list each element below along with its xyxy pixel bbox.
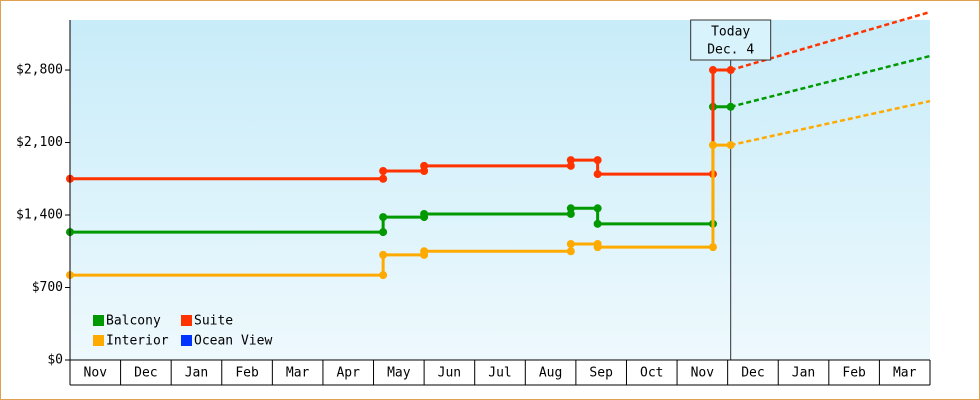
x-tick-label: Feb (235, 366, 259, 381)
forecast-line (730, 54, 931, 108)
legend-swatch (93, 335, 104, 346)
point (726, 66, 735, 75)
x-tick-label: Jul (488, 366, 511, 381)
x-tick-label: Oct (640, 366, 663, 381)
point (593, 219, 602, 228)
forecast-line (730, 99, 931, 147)
x-tick-label: Nov (691, 366, 715, 381)
point (379, 250, 388, 259)
x-tick-label: Nov (84, 366, 108, 381)
point (566, 240, 575, 249)
x-tick-label: Jun (438, 366, 461, 381)
y-tick-label: $700 (32, 280, 63, 295)
point (566, 247, 575, 256)
x-tick-label: May (387, 366, 411, 381)
point (726, 102, 735, 111)
y-tick-label: $2,800 (16, 63, 63, 78)
point (593, 156, 602, 165)
x-tick-label: Apr (336, 366, 360, 381)
point (379, 213, 388, 222)
series-layer (66, 10, 931, 280)
point (566, 209, 575, 218)
legend: Balcony Suite Interior Ocean View (93, 314, 272, 349)
point (420, 247, 429, 256)
y-tick-label: $0 (47, 353, 63, 368)
x-tick-label: Dec (134, 366, 157, 381)
point (708, 243, 717, 252)
x-tick-label: Jan (792, 366, 815, 381)
point (726, 141, 735, 150)
point (379, 228, 388, 237)
legend-swatch (93, 315, 104, 326)
today-label: Today (711, 25, 750, 40)
legend-label: Balcony (106, 314, 161, 329)
x-tick-label: Feb (842, 366, 866, 381)
point (420, 161, 429, 170)
today-label: Dec. 4 (707, 43, 754, 58)
x-tick-label: Aug (539, 366, 562, 381)
point (379, 271, 388, 280)
point (593, 170, 602, 179)
x-tick-label: Mar (893, 366, 917, 381)
x-tick-label: Jan (185, 366, 208, 381)
x-tick-label: Mar (286, 366, 310, 381)
today-box (690, 19, 772, 61)
point (566, 156, 575, 165)
legend-label: Ocean View (194, 334, 272, 349)
point (708, 141, 717, 150)
y-tick-label: $2,100 (16, 135, 63, 150)
point (566, 161, 575, 170)
point (593, 243, 602, 252)
x-tick-label: Sep (589, 366, 613, 381)
axes: $0 $700 $1,400 $2,100 $2,800 Nov Dec Jan Feb Mar A… (16, 19, 931, 386)
point (566, 204, 575, 213)
legend-label: Interior (106, 334, 169, 349)
point (593, 204, 602, 213)
x-tick-label: Dec (741, 366, 764, 381)
y-tick-label: $1,400 (16, 208, 63, 223)
point (379, 166, 388, 175)
plot-background (70, 20, 930, 360)
point (708, 66, 717, 75)
point (379, 174, 388, 183)
point (420, 209, 429, 218)
legend-label: Suite (194, 314, 233, 329)
legend-swatch (181, 315, 192, 326)
legend-swatch (181, 335, 192, 346)
